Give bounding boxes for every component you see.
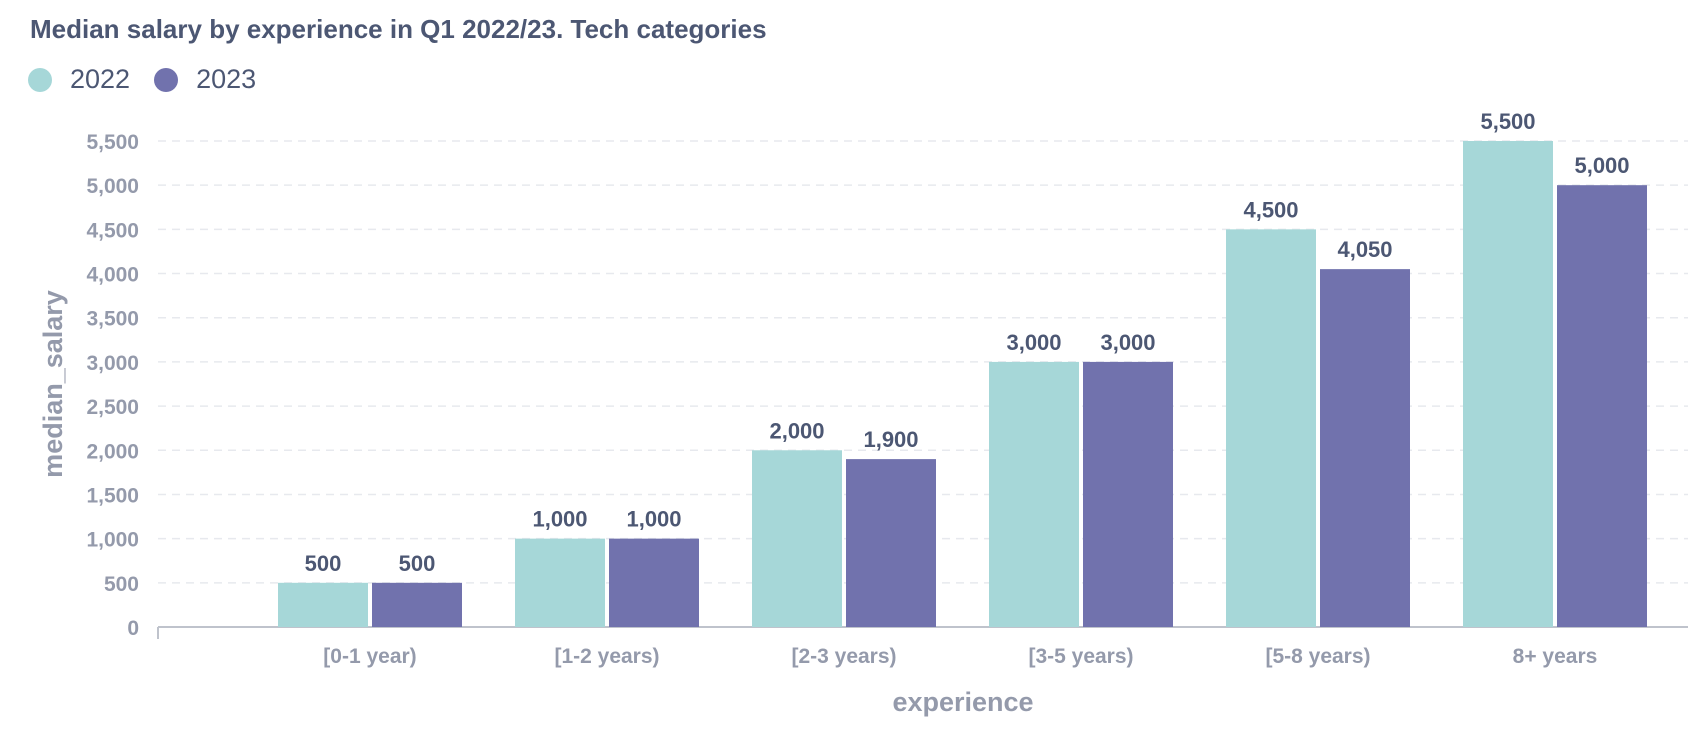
x-tick-label: [1-2 years) [554, 645, 659, 668]
y-tick-label: 3,500 [86, 308, 139, 331]
data-label: 4,500 [1243, 197, 1298, 222]
data-label: 2,000 [769, 418, 824, 443]
legend-swatch-2023 [154, 67, 179, 92]
data-label: 1,900 [863, 427, 918, 452]
data-label: 3,000 [1100, 330, 1155, 355]
chart-title: Median salary by experience in Q1 2022/2… [30, 14, 767, 44]
bar-2023-5 [1557, 185, 1647, 627]
y-tick-label: 500 [104, 573, 139, 596]
legend-item-2023[interactable]: 2023 [154, 64, 256, 95]
legend-label-2022: 2022 [70, 64, 131, 94]
bar-2022-3 [989, 361, 1079, 627]
x-tick-label: [2-3 years) [791, 645, 896, 668]
bar-2022-0 [278, 582, 368, 627]
y-tick-label: 2,500 [86, 396, 139, 419]
bar-2022-2 [752, 450, 842, 627]
legend: 2022 2023 [28, 64, 280, 95]
y-tick-label: 2,000 [86, 440, 139, 463]
data-label: 1,000 [532, 507, 587, 532]
bar-2023-4 [1320, 269, 1410, 627]
data-label: 3,000 [1006, 330, 1061, 355]
data-label: 4,050 [1337, 237, 1392, 262]
y-tick-label: 4,000 [86, 264, 139, 287]
x-tick-label: 8+ years [1513, 645, 1598, 668]
bar-2022-5 [1463, 141, 1553, 627]
data-label: 500 [399, 551, 436, 576]
y-tick-label: 5,500 [86, 131, 139, 154]
x-tick-label: [5-8 years) [1265, 645, 1370, 668]
x-tick-label: [3-5 years) [1028, 645, 1133, 668]
bar-2022-4 [1226, 229, 1316, 627]
bar-2023-2 [846, 459, 936, 627]
y-tick-label: 5,000 [86, 175, 139, 198]
legend-swatch-2022 [28, 67, 52, 92]
x-axis-title: experience [892, 687, 1033, 717]
data-label: 500 [305, 551, 342, 576]
data-label: 5,500 [1480, 109, 1535, 134]
x-tick-label: [0-1 year) [323, 645, 416, 668]
y-tick-label: 0 [127, 617, 139, 640]
y-tick-label: 1,000 [86, 529, 139, 552]
y-tick-label: 1,500 [86, 484, 139, 507]
legend-item-2022[interactable]: 2022 [28, 64, 130, 95]
bar-2023-1 [609, 538, 699, 627]
bar-2023-0 [372, 582, 462, 627]
y-tick-label: 3,000 [86, 352, 139, 375]
y-tick-label: 4,500 [86, 219, 139, 242]
bar-2023-3 [1083, 361, 1173, 627]
data-label: 5,000 [1574, 153, 1629, 178]
bar-2022-1 [515, 538, 605, 627]
legend-label-2023: 2023 [196, 64, 257, 94]
data-label: 1,000 [626, 507, 681, 532]
y-axis-title: median_salary [38, 290, 68, 478]
